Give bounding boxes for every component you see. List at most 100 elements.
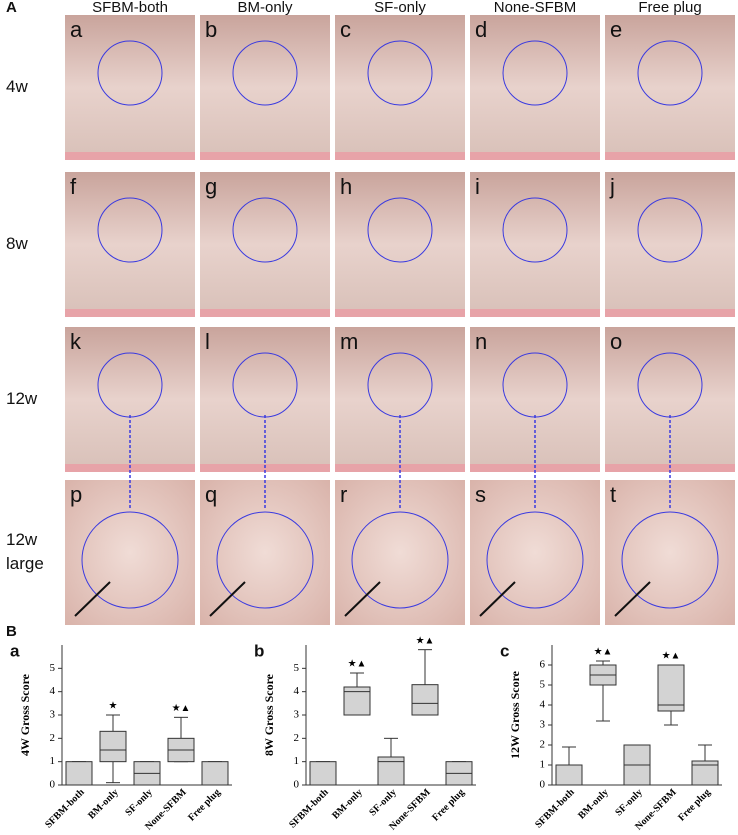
box — [65, 761, 93, 786]
photo-letter: h — [340, 174, 352, 199]
y-tick-label: 2 — [50, 732, 56, 744]
photo-letter: c — [340, 17, 351, 42]
y-axis-label: 4W Gross Score — [18, 673, 32, 756]
y-axis-label: 12W Gross Score — [508, 670, 522, 759]
photo-letter: f — [70, 174, 77, 199]
column-header: None-SFBM — [494, 0, 577, 16]
row-label: 4w — [6, 77, 28, 96]
chart-panel-letter: c — [500, 641, 509, 660]
photo-letter: t — [610, 482, 616, 507]
box — [201, 761, 229, 786]
ruler — [65, 309, 195, 317]
outline-circle — [81, 511, 179, 609]
y-tick-label: 5 — [540, 679, 546, 691]
photo — [200, 480, 330, 625]
row-label: 12w — [6, 530, 38, 549]
x-tick-label: Free plug — [186, 787, 223, 824]
photo-letter: n — [475, 329, 487, 354]
photo-letter: a — [70, 17, 83, 42]
outline-circle — [351, 511, 449, 609]
y-tick-label: 2 — [294, 732, 300, 744]
x-tick-label: SFBM-both — [533, 787, 577, 831]
y-tick-label: 5 — [294, 662, 300, 674]
column-header: SFBM-both — [92, 0, 168, 16]
outline-circle — [621, 511, 719, 609]
box-plot — [691, 744, 719, 786]
box-plot — [201, 761, 229, 786]
ruler — [335, 309, 465, 317]
significance-marker: ★▲ — [416, 635, 435, 646]
y-tick-label: 1 — [294, 755, 300, 767]
significance-marker: ★ — [109, 701, 118, 712]
x-tick-label: Free plug — [430, 787, 467, 824]
pointer-arrow — [209, 581, 246, 617]
row-label: 12w — [6, 389, 38, 408]
outline-circle — [637, 197, 703, 263]
ruler — [65, 152, 195, 160]
photo-letter: q — [205, 482, 217, 507]
outline-circle — [502, 197, 568, 263]
box — [309, 761, 337, 786]
pointer-arrow — [344, 581, 381, 617]
box — [99, 730, 127, 763]
box-plot: ★▲ — [657, 651, 685, 726]
outline-circle — [232, 40, 298, 106]
panel-label: B — [6, 623, 17, 640]
x-tick-label: SF-only — [123, 787, 154, 818]
photo — [200, 15, 330, 160]
outline-circle — [97, 40, 163, 106]
photo — [65, 15, 195, 160]
photo — [335, 15, 465, 160]
significance-marker: ★▲ — [662, 651, 681, 662]
ruler — [605, 152, 735, 160]
y-tick-label: 5 — [50, 662, 56, 674]
pointer-arrow — [479, 581, 516, 617]
x-tick-label: SFBM-both — [43, 787, 87, 831]
photo-letter: k — [70, 329, 82, 354]
photo — [470, 15, 600, 160]
box-plot — [555, 746, 583, 786]
photo-letter: o — [610, 329, 622, 354]
x-tick-label: Free plug — [676, 787, 713, 824]
outline-circle — [367, 197, 433, 263]
photo — [470, 172, 600, 317]
outline-circle — [637, 40, 703, 106]
pointer-arrow — [614, 581, 651, 617]
row-label: 8w — [6, 234, 28, 253]
x-tick-label: SFBM-both — [287, 787, 331, 831]
pointer-arrow — [74, 581, 111, 617]
photo-letter: r — [340, 482, 347, 507]
panel-label: A — [6, 0, 17, 16]
outline-circle — [232, 197, 298, 263]
photo-letter: p — [70, 482, 82, 507]
significance-marker: ★▲ — [594, 647, 613, 658]
ruler — [605, 309, 735, 317]
y-tick-label: 4 — [294, 685, 300, 697]
photo — [470, 480, 600, 625]
chart-panel-letter: a — [10, 641, 20, 660]
photo-letter: j — [609, 174, 615, 199]
photo-letter: e — [610, 17, 622, 42]
column-header: BM-only — [237, 0, 293, 16]
y-tick-label: 0 — [50, 779, 56, 791]
column-header: SF-only — [374, 0, 426, 16]
y-tick-label: 6 — [540, 659, 546, 671]
photo-letter: g — [205, 174, 217, 199]
photo — [605, 480, 735, 625]
box — [555, 764, 583, 786]
y-tick-label: 3 — [294, 709, 300, 721]
box-plot: ★▲ — [411, 635, 439, 716]
photo-letter: l — [205, 329, 210, 354]
photo-letter: m — [340, 329, 358, 354]
x-tick-label: SF-only — [367, 787, 398, 818]
y-tick-label: 3 — [540, 719, 546, 731]
box-plot: ★▲ — [589, 647, 617, 722]
y-tick-label: 1 — [50, 755, 56, 767]
y-tick-label: 4 — [50, 685, 56, 697]
significance-marker: ★▲ — [348, 659, 367, 670]
y-tick-label: 2 — [540, 739, 546, 751]
box — [411, 684, 439, 716]
photo — [335, 172, 465, 317]
x-tick-label: BM-only — [330, 787, 364, 821]
